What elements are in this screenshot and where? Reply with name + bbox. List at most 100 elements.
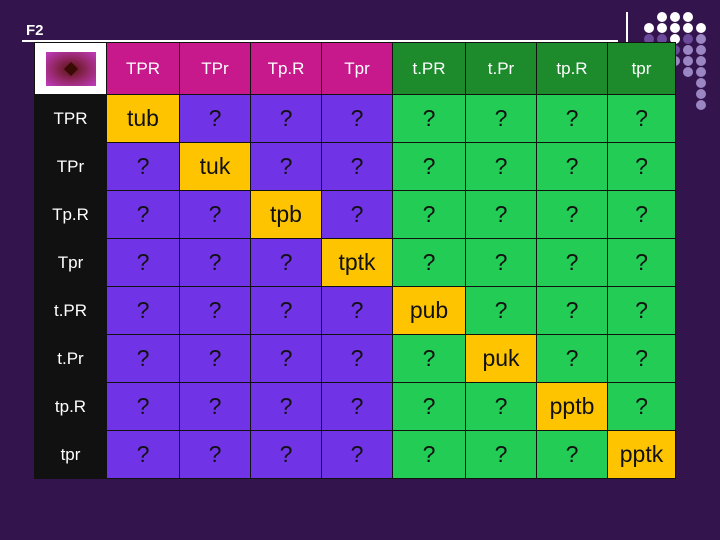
- column-header: tp.R: [536, 42, 608, 95]
- decorative-dot: [657, 12, 667, 22]
- table-row: tpr??????? pptk: [34, 430, 676, 479]
- table-row: TPR tub???????: [34, 94, 676, 143]
- table-cell: ?: [392, 142, 466, 191]
- table-cell: ?: [250, 238, 322, 287]
- table-cell: ?: [179, 430, 251, 479]
- row-header: Tpr: [34, 238, 107, 287]
- decorative-dot: [683, 67, 693, 77]
- table-cell: ?: [250, 334, 322, 383]
- column-header: t.Pr: [465, 42, 537, 95]
- decorative-dot: [696, 34, 706, 44]
- table-cell: ?: [321, 286, 393, 335]
- table-cell: ?: [250, 382, 322, 431]
- table-cell: ?: [536, 238, 608, 287]
- decorative-dot: [670, 34, 680, 44]
- table-cell: ?: [106, 382, 180, 431]
- table-cell: ?: [536, 142, 608, 191]
- table-cell: ?: [465, 190, 537, 239]
- table-cell: ?: [536, 286, 608, 335]
- table-row: t.Pr????? puk??: [34, 334, 676, 383]
- table-cell: ?: [250, 430, 322, 479]
- diagonal-cell: tub: [106, 94, 180, 143]
- row-header: t.Pr: [34, 334, 107, 383]
- table-cell: ?: [106, 430, 180, 479]
- row-header: tpr: [34, 430, 107, 479]
- corner-graphic: [45, 51, 96, 86]
- table-row: Tp.R?? tpb?????: [34, 190, 676, 239]
- table-cell: ?: [465, 142, 537, 191]
- table-cell: ?: [536, 430, 608, 479]
- table-cell: ?: [465, 286, 537, 335]
- decorative-dot: [696, 78, 706, 88]
- decorative-dot: [696, 45, 706, 55]
- row-header: tp.R: [34, 382, 107, 431]
- cross-table: TPR TPr Tp.R Tpr t.PR t.Pr tp.R tpr TPR tub??????…: [34, 42, 676, 479]
- table-cell: ?: [179, 94, 251, 143]
- table-row: Tpr??? tptk????: [34, 238, 676, 287]
- diagonal-cell: puk: [465, 334, 537, 383]
- table-cell: ?: [250, 94, 322, 143]
- table-cell: ?: [179, 382, 251, 431]
- decorative-dot: [696, 67, 706, 77]
- table-cell: ?: [607, 286, 676, 335]
- table-cell: ?: [321, 94, 393, 143]
- decorative-dot: [683, 45, 693, 55]
- table-cell: ?: [321, 334, 393, 383]
- decorative-dot: [657, 34, 667, 44]
- table-cell: ?: [465, 94, 537, 143]
- row-header: TPr: [34, 142, 107, 191]
- diagonal-cell: tuk: [179, 142, 251, 191]
- table-cell: ?: [179, 286, 251, 335]
- diagonal-cell: pptb: [536, 382, 608, 431]
- table-cell: ?: [106, 334, 180, 383]
- table-row: tp.R?????? pptb?: [34, 382, 676, 431]
- table-cell: ?: [465, 238, 537, 287]
- slide-label: F2: [26, 22, 44, 39]
- table-cell: ?: [536, 94, 608, 143]
- table-cell: ?: [250, 286, 322, 335]
- table-cell: ?: [106, 238, 180, 287]
- table-cell: ?: [465, 382, 537, 431]
- table-cell: ?: [536, 334, 608, 383]
- table-cell: ?: [607, 334, 676, 383]
- row-header: TPR: [34, 94, 107, 143]
- diagonal-cell: pptk: [607, 430, 676, 479]
- decorative-dot: [683, 12, 693, 22]
- decorative-dot: [696, 56, 706, 66]
- table-cell: ?: [607, 190, 676, 239]
- table-cell: ?: [179, 334, 251, 383]
- column-header: TPR: [106, 42, 180, 95]
- decorative-dot: [683, 23, 693, 33]
- diagonal-cell: tpb: [250, 190, 322, 239]
- column-header: Tpr: [321, 42, 393, 95]
- table-cell: ?: [106, 286, 180, 335]
- table-cell: ?: [392, 190, 466, 239]
- decorative-dot: [696, 100, 706, 110]
- table-cell: ?: [179, 190, 251, 239]
- decorative-dot: [696, 23, 706, 33]
- decorative-dot: [670, 23, 680, 33]
- table-cell: ?: [465, 430, 537, 479]
- table-cell: ?: [607, 238, 676, 287]
- table-cell: ?: [392, 430, 466, 479]
- title-divider-horizontal: [22, 40, 618, 42]
- column-header: tpr: [607, 42, 676, 95]
- table-cell: ?: [321, 190, 393, 239]
- row-header: Tp.R: [34, 190, 107, 239]
- table-cell: ?: [106, 190, 180, 239]
- decorative-dot: [696, 89, 706, 99]
- diagonal-cell: tptk: [321, 238, 393, 287]
- table-cell: ?: [179, 238, 251, 287]
- table-cell: ?: [321, 142, 393, 191]
- table-cell: ?: [607, 94, 676, 143]
- table-cell: ?: [321, 382, 393, 431]
- table-cell: ?: [392, 334, 466, 383]
- table-cell: ?: [250, 142, 322, 191]
- table-cell: ?: [607, 382, 676, 431]
- decorative-dot: [683, 34, 693, 44]
- table-cell: ?: [106, 142, 180, 191]
- column-header: Tp.R: [250, 42, 322, 95]
- table-cell: ?: [607, 142, 676, 191]
- table-cell: ?: [321, 430, 393, 479]
- table-cell: ?: [392, 382, 466, 431]
